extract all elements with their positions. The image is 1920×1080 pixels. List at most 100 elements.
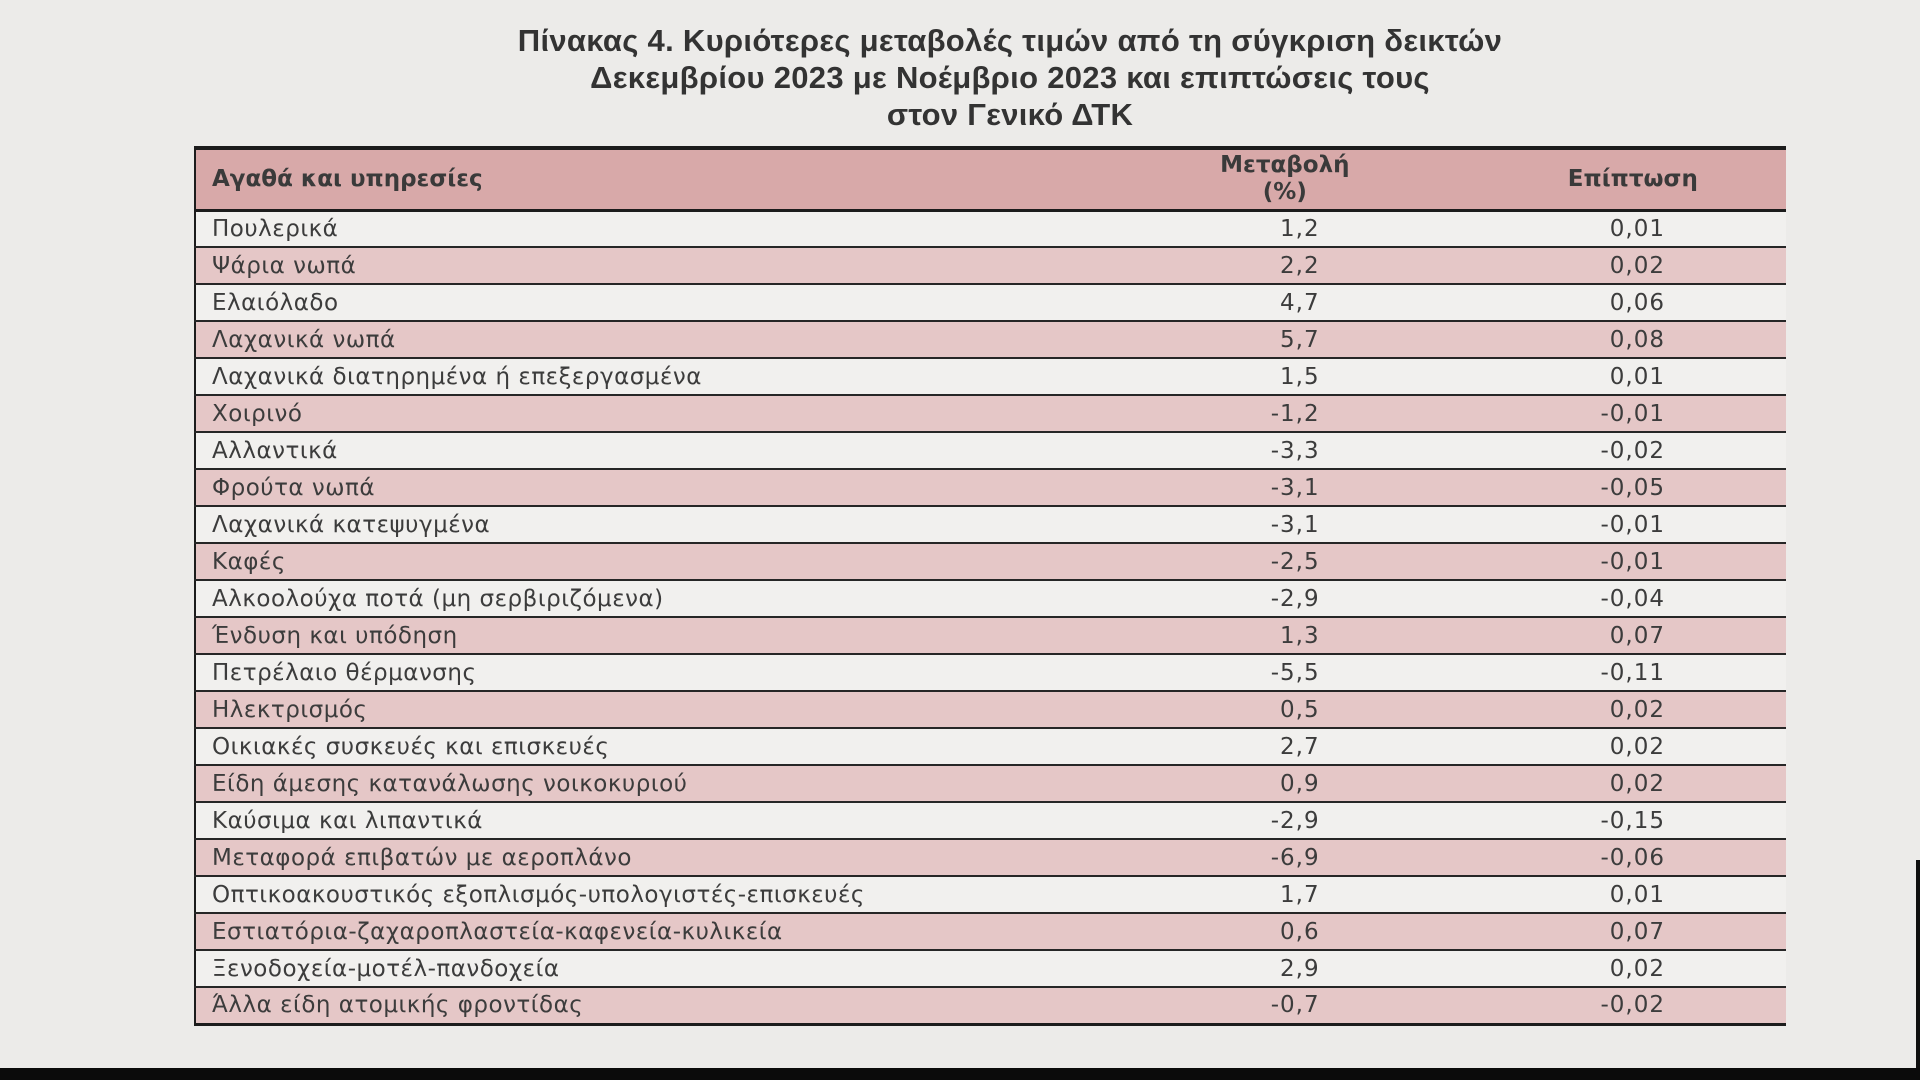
- row-label: Καφές: [195, 543, 1071, 581]
- table-row: Αλλαντικά -3,3 -0,02: [195, 432, 1786, 470]
- impact-value: 0,02: [1499, 728, 1786, 766]
- impact-value: 0,02: [1499, 765, 1786, 803]
- impact-value: 0,08: [1499, 321, 1786, 359]
- change-value: -2,9: [1070, 580, 1500, 618]
- row-label: Φρούτα νωπά: [195, 469, 1071, 507]
- impact-value: -0,01: [1499, 543, 1786, 581]
- change-value: 1,5: [1070, 358, 1500, 396]
- change-value: 0,5: [1070, 691, 1500, 729]
- table-body: Πουλερικά 1,2 0,01 Ψάρια νωπά 2,2 0,02 Ελαιόλα…: [195, 210, 1786, 1026]
- table-row: Φρούτα νωπά -3,1 -0,05: [195, 469, 1786, 507]
- impact-value: -0,01: [1499, 395, 1786, 433]
- table-row: Χοιρινό -1,2 -0,01: [195, 395, 1786, 433]
- change-value: -6,9: [1070, 839, 1500, 877]
- impact-value: 0,01: [1499, 876, 1786, 914]
- change-value: 2,7: [1070, 728, 1500, 766]
- impact-value: -0,04: [1499, 580, 1786, 618]
- change-value: 1,3: [1070, 617, 1500, 655]
- row-label: Λαχανικά νωπά: [195, 321, 1071, 359]
- impact-value: 0,01: [1499, 358, 1786, 396]
- row-label: Ένδυση και υπόδηση: [195, 617, 1071, 655]
- table-row: Μεταφορά επιβατών με αεροπλάνο -6,9 -0,06: [195, 839, 1786, 877]
- change-value: 2,9: [1070, 950, 1500, 988]
- change-value: 2,2: [1070, 247, 1500, 285]
- title-line-1: Πίνακας 4. Κυριότερες μεταβολές τιμών απ…: [517, 23, 1503, 58]
- impact-value: -0,02: [1499, 432, 1786, 470]
- row-label: Πετρέλαιο θέρμανσης: [195, 654, 1071, 692]
- page-title: Πίνακας 4. Κυριότερες μεταβολές τιμών απ…: [260, 22, 1760, 133]
- table-row: Εστιατόρια-ζαχαροπλαστεία-καφενεία-κυλικ…: [195, 913, 1786, 951]
- row-label: Χοιρινό: [195, 395, 1071, 433]
- table-row: Ξενοδοχεία-μοτέλ-πανδοχεία 2,9 0,02: [195, 950, 1786, 988]
- table-row: Λαχανικά κατεψυγμένα -3,1 -0,01: [195, 506, 1786, 544]
- table-row: Πετρέλαιο θέρμανσης -5,5 -0,11: [195, 654, 1786, 692]
- column-header-goods: Αγαθά και υπηρεσίες: [195, 148, 1071, 212]
- table-row: Λαχανικά διατηρημένα ή επεξεργασμένα 1,5 0…: [195, 358, 1786, 396]
- impact-value: 0,07: [1499, 617, 1786, 655]
- table-row: Οικιακές συσκευές και επισκευές 2,7 0,02: [195, 728, 1786, 766]
- impact-value: -0,05: [1499, 469, 1786, 507]
- column-header-impact: Επίπτωση: [1499, 148, 1786, 212]
- impact-value: -0,11: [1499, 654, 1786, 692]
- impact-value: -0,15: [1499, 802, 1786, 840]
- change-value: -2,9: [1070, 802, 1500, 840]
- table-row: Ψάρια νωπά 2,2 0,02: [195, 247, 1786, 285]
- change-value: -5,5: [1070, 654, 1500, 692]
- impact-value: 0,01: [1499, 210, 1786, 248]
- change-value: 4,7: [1070, 284, 1500, 322]
- change-value: 0,9: [1070, 765, 1500, 803]
- row-label: Αλκοολούχα ποτά (μη σερβιριζόμενα): [195, 580, 1071, 618]
- change-value: -2,5: [1070, 543, 1500, 581]
- row-label: Ξενοδοχεία-μοτέλ-πανδοχεία: [195, 950, 1071, 988]
- row-label: Μεταφορά επιβατών με αεροπλάνο: [195, 839, 1071, 877]
- screen-right-edge: [1916, 860, 1920, 1080]
- row-label: Αλλαντικά: [195, 432, 1071, 470]
- column-header-change-line1: Μεταβολή: [1220, 152, 1350, 179]
- table-row: Ηλεκτρισμός 0,5 0,02: [195, 691, 1786, 729]
- row-label: Λαχανικά κατεψυγμένα: [195, 506, 1071, 544]
- impact-value: 0,07: [1499, 913, 1786, 951]
- row-label: Καύσιμα και λιπαντικά: [195, 802, 1071, 840]
- row-label: Άλλα είδη ατομικής φροντίδας: [195, 987, 1071, 1026]
- change-value: 5,7: [1070, 321, 1500, 359]
- table-row: Αλκοολούχα ποτά (μη σερβιριζόμενα) -2,9 -0…: [195, 580, 1786, 618]
- price-changes-table: Αγαθά και υπηρεσίες Μεταβολή (%) Επίπτωσ…: [194, 146, 1786, 1026]
- change-value: -0,7: [1070, 987, 1500, 1026]
- impact-value: 0,02: [1499, 247, 1786, 285]
- change-value: -3,3: [1070, 432, 1500, 470]
- table-header-row: Αγαθά και υπηρεσίες Μεταβολή (%) Επίπτωσ…: [195, 148, 1786, 212]
- table-row: Οπτικοακουστικός εξοπλισμός-υπολογιστές-…: [195, 876, 1786, 914]
- column-header-change-line2: (%): [1262, 179, 1307, 206]
- impact-value: -0,01: [1499, 506, 1786, 544]
- screen-bottom-bar: [0, 1068, 1920, 1080]
- title-line-3: στον Γενικό ΔΤΚ: [886, 97, 1134, 132]
- change-value: -1,2: [1070, 395, 1500, 433]
- row-label: Εστιατόρια-ζαχαροπλαστεία-καφενεία-κυλικ…: [195, 913, 1071, 951]
- change-value: -3,1: [1070, 506, 1500, 544]
- row-label: Ψάρια νωπά: [195, 247, 1071, 285]
- table-row: Είδη άμεσης κατανάλωσης νοικοκυριού 0,9 0,…: [195, 765, 1786, 803]
- column-header-change: Μεταβολή (%): [1070, 148, 1500, 212]
- title-line-2: Δεκεμβρίου 2023 με Νοέμβριο 2023 και επι…: [590, 60, 1430, 95]
- change-value: 0,6: [1070, 913, 1500, 951]
- row-label: Οπτικοακουστικός εξοπλισμός-υπολογιστές-…: [195, 876, 1071, 914]
- table-row: Άλλα είδη ατομικής φροντίδας -0,7 -0,02: [195, 987, 1786, 1026]
- row-label: Ελαιόλαδο: [195, 284, 1071, 322]
- row-label: Ηλεκτρισμός: [195, 691, 1071, 729]
- table-row: Πουλερικά 1,2 0,01: [195, 210, 1786, 248]
- table-row: Καύσιμα και λιπαντικά -2,9 -0,15: [195, 802, 1786, 840]
- table-row: Λαχανικά νωπά 5,7 0,08: [195, 321, 1786, 359]
- row-label: Οικιακές συσκευές και επισκευές: [195, 728, 1071, 766]
- change-value: -3,1: [1070, 469, 1500, 507]
- impact-value: -0,06: [1499, 839, 1786, 877]
- impact-value: 0,06: [1499, 284, 1786, 322]
- change-value: 1,2: [1070, 210, 1500, 248]
- impact-value: -0,02: [1499, 987, 1786, 1026]
- table-row: Καφές -2,5 -0,01: [195, 543, 1786, 581]
- table-row: Ένδυση και υπόδηση 1,3 0,07: [195, 617, 1786, 655]
- table-row: Ελαιόλαδο 4,7 0,06: [195, 284, 1786, 322]
- change-value: 1,7: [1070, 876, 1500, 914]
- row-label: Πουλερικά: [195, 210, 1071, 248]
- row-label: Είδη άμεσης κατανάλωσης νοικοκυριού: [195, 765, 1071, 803]
